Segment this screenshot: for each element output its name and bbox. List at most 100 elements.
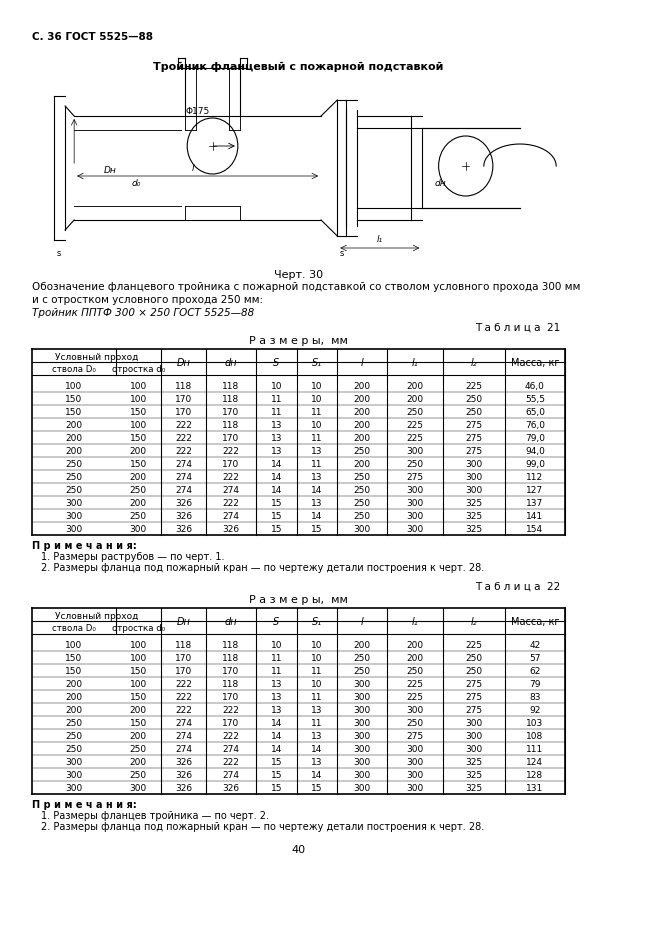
Text: 275: 275 [465, 693, 483, 702]
Text: 13: 13 [311, 758, 323, 767]
Text: 250: 250 [65, 745, 82, 754]
Text: 13: 13 [270, 434, 282, 443]
Text: 76,0: 76,0 [525, 421, 545, 430]
Text: 141: 141 [526, 512, 543, 521]
Text: 250: 250 [65, 473, 82, 482]
Text: Черт. 30: Черт. 30 [274, 270, 323, 280]
Text: 13: 13 [311, 706, 323, 715]
Text: 118: 118 [175, 641, 192, 650]
Text: 200: 200 [65, 421, 82, 430]
Text: 11: 11 [311, 719, 323, 728]
Text: 300: 300 [407, 447, 424, 456]
Text: 250: 250 [354, 447, 371, 456]
Text: 118: 118 [223, 395, 240, 404]
Text: 250: 250 [130, 512, 147, 521]
Text: 222: 222 [175, 680, 192, 689]
Text: 200: 200 [65, 680, 82, 689]
Text: 300: 300 [354, 784, 371, 793]
Text: 100: 100 [130, 680, 147, 689]
Text: 118: 118 [175, 382, 192, 391]
Text: 170: 170 [223, 408, 240, 417]
Text: 150: 150 [65, 667, 83, 676]
Text: 100: 100 [130, 395, 147, 404]
Text: dн: dн [225, 617, 237, 627]
Text: 79: 79 [529, 680, 541, 689]
Text: 100: 100 [65, 641, 83, 650]
Text: 15: 15 [270, 512, 282, 521]
Text: 92: 92 [529, 706, 541, 715]
Text: 15: 15 [270, 525, 282, 534]
Text: 1. Размеры фланцев тройника — по черт. 2.: 1. Размеры фланцев тройника — по черт. 2… [41, 811, 268, 821]
Text: 222: 222 [223, 447, 239, 456]
Text: 11: 11 [270, 395, 282, 404]
Text: 200: 200 [130, 447, 147, 456]
Text: 14: 14 [270, 473, 282, 482]
Text: и с отростком условного прохода 250 мм:: и с отростком условного прохода 250 мм: [32, 295, 263, 305]
Text: 11: 11 [311, 460, 323, 469]
Text: 300: 300 [407, 525, 424, 534]
Text: 65,0: 65,0 [525, 408, 545, 417]
Text: 118: 118 [223, 680, 240, 689]
Text: 326: 326 [175, 512, 192, 521]
Text: Р а з м е р ы,  мм: Р а з м е р ы, мм [249, 336, 348, 346]
Text: 108: 108 [526, 732, 543, 741]
Text: 250: 250 [65, 486, 82, 495]
Text: 325: 325 [465, 512, 483, 521]
Text: 250: 250 [130, 486, 147, 495]
Text: 200: 200 [130, 732, 147, 741]
Text: 250: 250 [354, 667, 371, 676]
Text: ствола D₀: ствола D₀ [52, 624, 96, 633]
Text: S₁: S₁ [312, 617, 322, 627]
Text: 300: 300 [354, 758, 371, 767]
Text: 250: 250 [65, 732, 82, 741]
Text: 10: 10 [270, 382, 282, 391]
Text: 222: 222 [223, 732, 239, 741]
Text: 300: 300 [65, 784, 83, 793]
Text: 150: 150 [130, 667, 147, 676]
Text: 13: 13 [270, 706, 282, 715]
Text: 250: 250 [65, 460, 82, 469]
Text: 100: 100 [130, 654, 147, 663]
Text: 275: 275 [465, 447, 483, 456]
Text: 100: 100 [130, 382, 147, 391]
Text: 300: 300 [354, 771, 371, 780]
Text: 11: 11 [270, 654, 282, 663]
Text: 300: 300 [65, 771, 83, 780]
Text: 127: 127 [526, 486, 543, 495]
Text: 2. Размеры фланца под пожарный кран — по чертежу детали построения к черт. 28.: 2. Размеры фланца под пожарный кран — по… [41, 563, 484, 573]
Text: 222: 222 [175, 421, 192, 430]
Text: 103: 103 [526, 719, 543, 728]
Text: 14: 14 [311, 771, 323, 780]
Text: 300: 300 [407, 745, 424, 754]
Text: 94,0: 94,0 [525, 447, 545, 456]
Text: 170: 170 [223, 719, 240, 728]
Text: 14: 14 [270, 460, 282, 469]
Text: 150: 150 [65, 408, 83, 417]
Text: 300: 300 [407, 706, 424, 715]
Text: Масса, кг: Масса, кг [511, 617, 559, 627]
Text: Dн: Dн [176, 358, 190, 368]
Text: 13: 13 [311, 473, 323, 482]
Text: S: S [273, 617, 280, 627]
Text: 275: 275 [407, 732, 424, 741]
Text: 170: 170 [223, 460, 240, 469]
Text: 13: 13 [311, 732, 323, 741]
Text: S: S [273, 358, 280, 368]
Text: 250: 250 [407, 460, 424, 469]
Text: 274: 274 [175, 486, 192, 495]
Text: 10: 10 [311, 395, 323, 404]
Text: 10: 10 [311, 680, 323, 689]
Text: 300: 300 [465, 745, 483, 754]
Text: 11: 11 [311, 693, 323, 702]
Text: 200: 200 [354, 421, 371, 430]
Text: 300: 300 [130, 525, 147, 534]
Text: dн: dн [225, 358, 237, 368]
Text: 15: 15 [311, 784, 323, 793]
Text: 14: 14 [270, 732, 282, 741]
Text: 250: 250 [465, 654, 483, 663]
Text: l: l [192, 164, 194, 173]
Text: П р и м е ч а н и я:: П р и м е ч а н и я: [32, 541, 136, 551]
Text: 200: 200 [407, 395, 424, 404]
Text: 274: 274 [175, 719, 192, 728]
Text: 274: 274 [175, 732, 192, 741]
